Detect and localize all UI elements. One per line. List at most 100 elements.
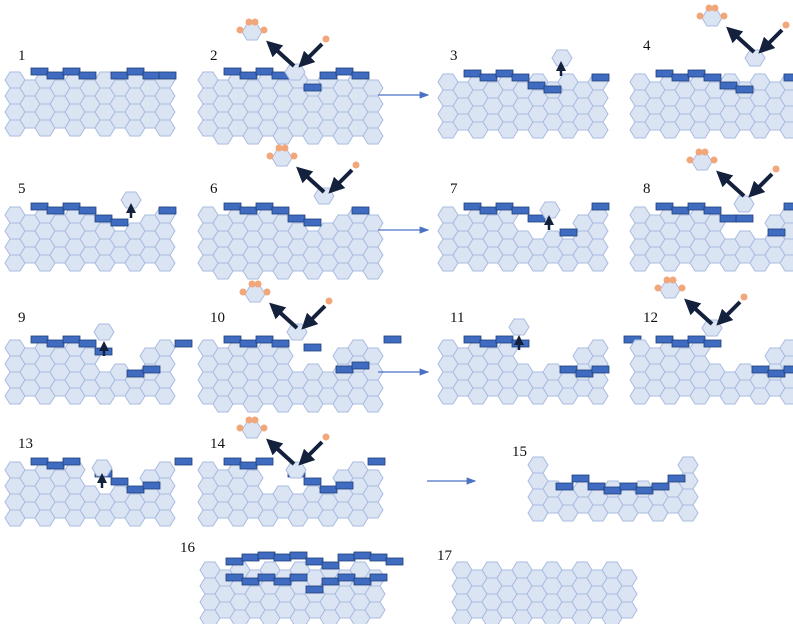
atom bbox=[291, 153, 298, 160]
adsorbate-bar bbox=[258, 552, 275, 559]
hex-lattice bbox=[438, 74, 608, 138]
adsorbate-bar bbox=[47, 462, 64, 469]
atom bbox=[706, 5, 713, 12]
adsorbate-bar bbox=[672, 207, 689, 214]
adsorbate-bar bbox=[63, 203, 80, 210]
adsorbate-bar bbox=[79, 72, 96, 79]
hexagon bbox=[363, 215, 383, 231]
hexagon bbox=[155, 372, 175, 388]
adsorbate-bar bbox=[464, 336, 481, 343]
out-arrow bbox=[302, 172, 324, 192]
adsorbate-bar bbox=[496, 203, 513, 210]
adsorbate-bar bbox=[352, 72, 369, 79]
hexagon bbox=[540, 202, 560, 218]
adsorbate-bar bbox=[159, 207, 176, 214]
adsorbate-bar bbox=[752, 366, 769, 373]
adsorbate-bar bbox=[258, 574, 275, 581]
adsorbate-bar bbox=[274, 578, 291, 585]
adsorbate-bar bbox=[240, 340, 257, 347]
hex-lattice bbox=[198, 340, 383, 412]
atom bbox=[246, 417, 253, 424]
atom bbox=[282, 145, 289, 152]
adsorbate-bar bbox=[592, 74, 609, 81]
hexagon bbox=[617, 602, 637, 618]
panel-number: 3 bbox=[450, 48, 458, 64]
panel-number: 17 bbox=[437, 548, 453, 564]
in-arrow bbox=[334, 170, 352, 188]
adsorbate-bar bbox=[572, 475, 589, 482]
out-arrow bbox=[732, 32, 754, 52]
hexagon bbox=[363, 380, 383, 396]
atom bbox=[679, 285, 686, 292]
atom bbox=[326, 298, 333, 305]
adsorbate-bar bbox=[31, 203, 48, 210]
adsorbate-bar bbox=[736, 86, 753, 93]
in-arrow bbox=[764, 30, 782, 48]
hexagon bbox=[155, 462, 175, 478]
adsorbate-bar bbox=[31, 336, 48, 343]
adsorbate-bar bbox=[656, 70, 673, 77]
hex-lattice bbox=[5, 207, 175, 271]
adsorbate-bar bbox=[336, 68, 353, 75]
panel-number: 16 bbox=[180, 540, 196, 556]
adsorbate-bar bbox=[256, 203, 273, 210]
leaving-hexagon bbox=[245, 286, 265, 302]
hexagon bbox=[678, 489, 698, 505]
out-arrow bbox=[275, 308, 297, 328]
adsorbate-bar bbox=[784, 203, 793, 210]
atom bbox=[252, 417, 259, 424]
atom bbox=[323, 36, 330, 43]
adsorbate-bar bbox=[656, 336, 673, 343]
hexagon bbox=[92, 460, 112, 476]
adsorbate-bar bbox=[370, 574, 387, 581]
atom bbox=[711, 157, 718, 164]
hexagon bbox=[363, 112, 383, 128]
adsorbate-bar bbox=[480, 74, 497, 81]
adsorbate-bar bbox=[159, 72, 176, 79]
adsorbate-bar bbox=[704, 74, 721, 81]
adsorbate-bar bbox=[528, 215, 545, 222]
adsorbate-bar bbox=[226, 558, 243, 565]
atom bbox=[687, 157, 694, 164]
adsorbate-bar bbox=[720, 82, 737, 89]
adsorbate-bar bbox=[63, 336, 80, 343]
adsorbate-bar bbox=[31, 68, 48, 75]
adsorbate-bar bbox=[143, 72, 160, 79]
adsorbate-bar bbox=[560, 229, 577, 236]
adsorbate-bar bbox=[127, 68, 144, 75]
adsorbate-bar bbox=[512, 340, 529, 347]
out-arrow bbox=[690, 304, 712, 324]
adsorbate-bar bbox=[63, 458, 80, 465]
hexagon bbox=[678, 505, 698, 521]
hexagon bbox=[363, 231, 383, 247]
in-arrow bbox=[307, 306, 325, 324]
atom bbox=[670, 277, 677, 284]
atom bbox=[702, 149, 709, 156]
panel-number: 5 bbox=[18, 181, 26, 197]
hexagon bbox=[678, 457, 698, 473]
panel-number: 4 bbox=[643, 38, 651, 54]
adsorbate-bar bbox=[306, 558, 323, 565]
hexagon bbox=[155, 239, 175, 255]
adsorbate-bar bbox=[736, 215, 753, 222]
hexagon bbox=[588, 122, 608, 138]
hexagon bbox=[588, 223, 608, 239]
adsorbate-bar bbox=[175, 340, 192, 347]
adsorbate-bar bbox=[672, 74, 689, 81]
hexagon bbox=[155, 223, 175, 239]
atom bbox=[249, 281, 256, 288]
adsorbate-bar bbox=[338, 574, 355, 581]
atom bbox=[252, 19, 259, 26]
adsorbate-bar bbox=[256, 68, 273, 75]
hexagon bbox=[155, 120, 175, 136]
adsorbate-bar bbox=[143, 482, 160, 489]
hex-lattice bbox=[630, 207, 793, 271]
adsorbate-bar bbox=[175, 458, 192, 465]
adsorbate-bar bbox=[31, 458, 48, 465]
in-arrow bbox=[304, 442, 322, 460]
adsorbate-bar bbox=[111, 72, 128, 79]
hexagon bbox=[363, 486, 383, 502]
hexagon bbox=[588, 106, 608, 122]
adsorbate-bar bbox=[768, 229, 785, 236]
hexagon bbox=[155, 104, 175, 120]
